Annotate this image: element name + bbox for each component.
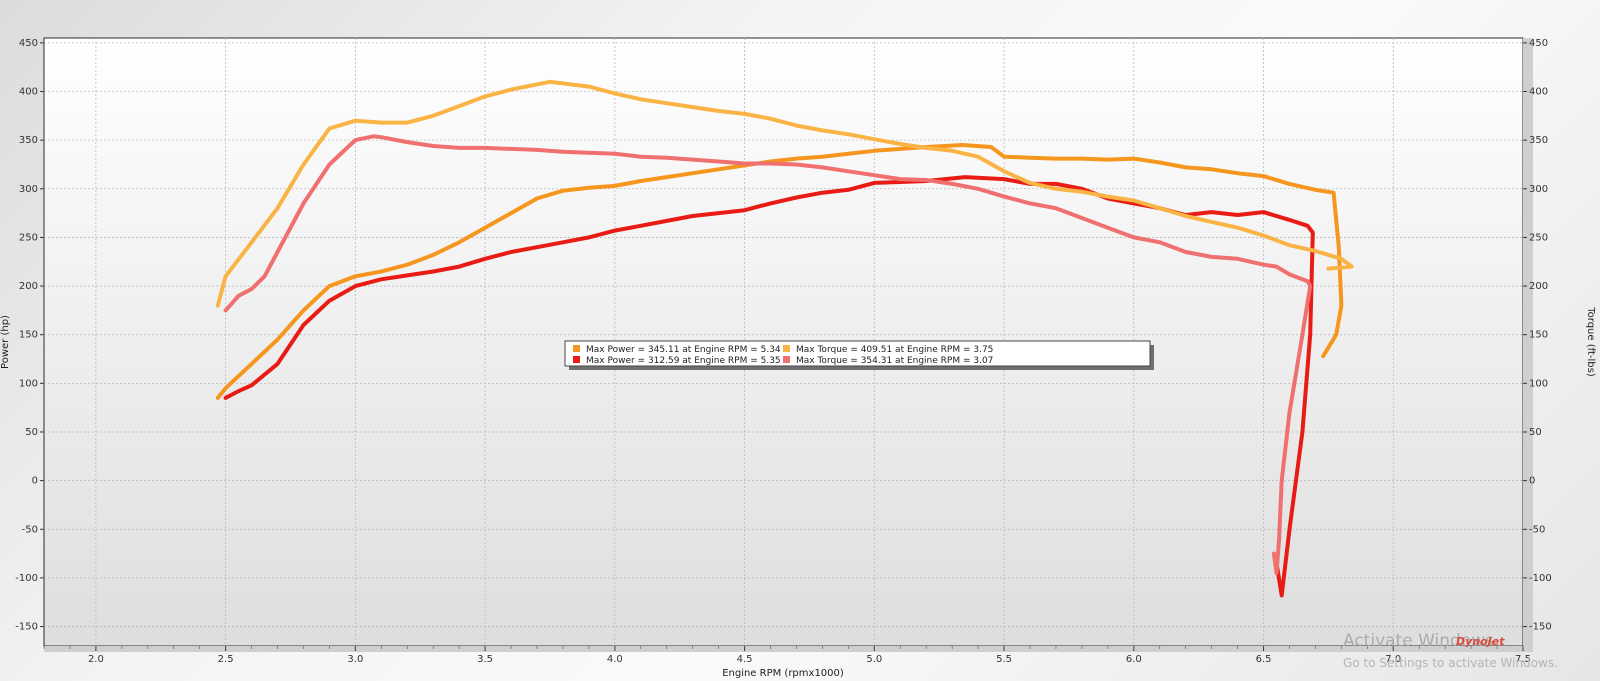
legend-label-2: Max Torque = 409.51 at Engine RPM = 3.75 xyxy=(796,345,993,355)
right-axis-band xyxy=(1523,38,1533,646)
x-tick-label: 7.0 xyxy=(1385,654,1401,665)
x-tick-label: 7.5 xyxy=(1515,654,1531,665)
y-tick-label-right: -150 xyxy=(1529,622,1552,633)
activate-windows-subtitle: Go to Settings to activate Windows. xyxy=(1343,656,1558,670)
x-tick-label: 4.0 xyxy=(607,654,623,665)
x-tick-label: 4.5 xyxy=(737,654,753,665)
activate-windows-title: Activate Windows xyxy=(1343,631,1494,651)
y-tick-label-right: 0 xyxy=(1529,476,1535,487)
x-axis: 2.0 2.5 3.0 3.5 4.0 4.5 5.0 5.5 6.0 6.5 7.0 7.5 xyxy=(43,646,1531,665)
y-tick-label-right: 100 xyxy=(1529,378,1548,389)
y-axis-title-left: Power (hp) xyxy=(0,315,11,369)
legend-swatch-1 xyxy=(573,356,580,363)
y-tick-label-right: 200 xyxy=(1529,281,1548,292)
y-tick-label-right: 150 xyxy=(1529,330,1548,341)
y-tick-label-right: 300 xyxy=(1529,184,1548,195)
x-tick-label: 6.5 xyxy=(1256,654,1272,665)
y-tick-label-left: 450 xyxy=(19,38,38,49)
y-tick-label-left: -150 xyxy=(15,622,38,633)
legend-swatch-2 xyxy=(783,345,790,352)
legend-label-1: Max Power = 312.59 at Engine RPM = 5.35 xyxy=(586,356,781,366)
y-tick-label-right: 400 xyxy=(1529,87,1548,98)
x-tick-label: 3.5 xyxy=(477,654,493,665)
x-axis-title: Engine RPM (rpmx1000) xyxy=(722,668,844,679)
series-line-3 xyxy=(223,134,1313,575)
y-tick-label-right: -100 xyxy=(1529,573,1552,584)
y-tick-label-right: 450 xyxy=(1529,38,1548,49)
x-tick-label: 5.0 xyxy=(866,654,882,665)
y-tick-label-left: 250 xyxy=(19,232,38,243)
legend-label-3: Max Torque = 354.31 at Engine RPM = 3.07 xyxy=(796,356,993,366)
y-tick-label-right: 350 xyxy=(1529,135,1548,146)
series-group xyxy=(215,79,1354,598)
y-tick-label-left: -100 xyxy=(15,573,38,584)
legend-swatch-0 xyxy=(573,345,580,352)
bottom-axis-band xyxy=(44,646,1533,652)
y-tick-label-left: 200 xyxy=(19,281,38,292)
legend: Max Power = 345.11 at Engine RPM = 5.34 … xyxy=(564,340,1154,370)
y-tick-label-left: 300 xyxy=(19,184,38,195)
y-tick-label-left: 50 xyxy=(25,427,38,438)
y-axis-title-right: Torque (ft-lbs) xyxy=(1585,306,1596,377)
right-axis: 450 400 350 300 250 200 150 100 50 0 -50 -100 -150 xyxy=(1523,38,1552,633)
x-tick-label: 2.5 xyxy=(218,654,234,665)
y-tick-label-left: 350 xyxy=(19,135,38,146)
y-tick-label-left: 150 xyxy=(19,330,38,341)
x-tick-label: 2.0 xyxy=(88,654,104,665)
y-tick-label-right: -50 xyxy=(1529,524,1545,535)
x-tick-label: 6.0 xyxy=(1126,654,1142,665)
legend-swatch-3 xyxy=(783,356,790,363)
y-tick-label-right: 250 xyxy=(1529,232,1548,243)
x-tick-label: 3.0 xyxy=(347,654,363,665)
y-tick-label-left: 0 xyxy=(32,476,38,487)
legend-label-0: Max Power = 345.11 at Engine RPM = 5.34 xyxy=(586,345,781,355)
series-line-1 xyxy=(223,175,1315,598)
dynojet-logo: DynoJet xyxy=(1456,635,1505,648)
y-tick-label-left: 100 xyxy=(19,378,38,389)
y-tick-label-right: 50 xyxy=(1529,427,1542,438)
y-tick-label-left: 400 xyxy=(19,87,38,98)
y-tick-label-left: -50 xyxy=(22,524,38,535)
left-axis: 450 400 350 300 250 200 150 100 50 0 -50 -100 -150 xyxy=(15,38,44,633)
series-line-2 xyxy=(215,79,1354,308)
legend-box xyxy=(564,340,1151,367)
series-line-0 xyxy=(215,143,1344,400)
x-tick-label: 5.5 xyxy=(996,654,1012,665)
